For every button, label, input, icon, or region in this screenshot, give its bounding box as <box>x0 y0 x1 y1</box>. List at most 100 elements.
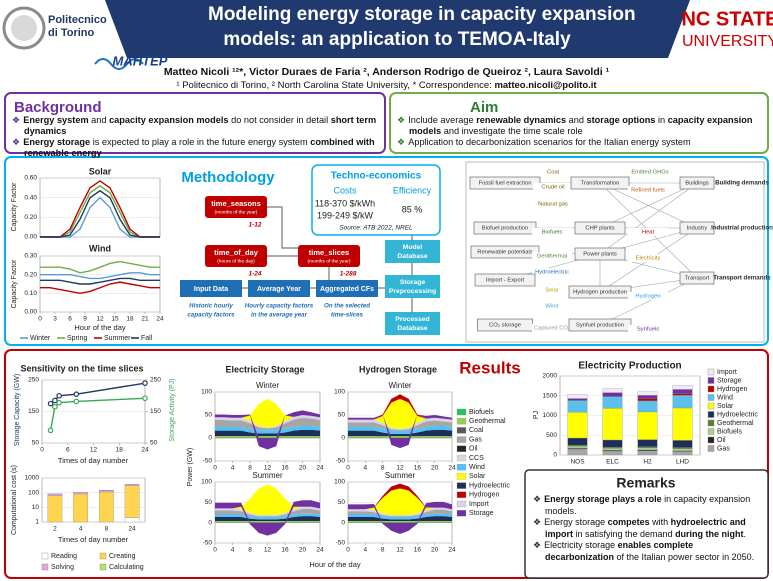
legend-label: Hydrogen <box>469 492 499 499</box>
diagram-label-bg <box>532 228 572 236</box>
x-tick-label: 20 <box>431 465 439 472</box>
bar-segment <box>637 395 658 399</box>
y-tick-label: 1000 <box>25 475 40 482</box>
text-run: renewable dynamics <box>476 115 567 125</box>
x-tick-label: 8 <box>105 526 109 533</box>
y-tick-label: 100 <box>201 389 212 396</box>
text-run: combined with renewable energy <box>24 137 375 158</box>
stacked-area <box>215 426 320 434</box>
x-tick-label: 8 <box>248 465 252 472</box>
time-box <box>205 196 267 218</box>
bar-segment <box>637 450 658 456</box>
y-tick-label: 0.00 <box>24 309 37 316</box>
x-tick-label: 12 <box>264 547 272 554</box>
stacked-area <box>215 513 320 520</box>
legend-swatch <box>456 418 467 425</box>
legend-label: Winter <box>30 335 51 342</box>
stacked-area <box>348 420 452 431</box>
x-tick-label: 24 <box>448 547 456 554</box>
x-tick-label: 20 <box>299 465 307 472</box>
diagram-node: CO₂ storage <box>489 323 521 329</box>
x-tick-label: 12 <box>396 547 404 554</box>
plot-area <box>39 177 161 238</box>
bar-segment <box>602 439 623 448</box>
legend-swatch <box>456 454 467 462</box>
y2-tick-label: 50 <box>150 440 158 447</box>
diagram-node: Refined fuels <box>631 188 665 194</box>
step-box <box>180 280 242 297</box>
time-box-label: time_of_day <box>214 248 259 257</box>
y-tick-label: 0.20 <box>24 214 37 221</box>
bar-segment <box>672 407 693 441</box>
y-axis-label: Capacity Factor <box>11 259 18 309</box>
stacked-area <box>215 484 320 515</box>
stacked-area <box>215 506 320 517</box>
y-tick-label: 1500 <box>543 392 558 399</box>
section-heading: Aim <box>470 99 498 116</box>
bar-segment <box>602 396 623 409</box>
step-label: Average Year <box>257 286 301 293</box>
y-tick-label: 0.00 <box>24 234 37 241</box>
logo-text: Politecnico <box>48 14 107 26</box>
bar-segment <box>602 392 623 397</box>
diagram-node: Geothermal <box>537 254 567 260</box>
diagram-node: Transport demands <box>713 275 771 282</box>
chart-title: Wind <box>89 243 111 253</box>
y-tick-label: 0 <box>341 435 345 442</box>
legend-label: Gas <box>469 436 482 443</box>
text-run: ¹ Politecnico di Torino, ² North Carolin… <box>176 80 495 91</box>
bar-segment <box>99 491 114 523</box>
time-box-label: time_slices <box>309 248 349 257</box>
y-tick-label: 500 <box>546 432 557 439</box>
series-line <box>40 277 160 285</box>
step-caption: Hourly capacity factors <box>245 303 314 310</box>
legend-label: Storage <box>717 377 742 384</box>
stacked-area <box>215 500 320 536</box>
step-caption: in the average year <box>251 312 308 319</box>
legend-swatch <box>456 408 467 416</box>
background-bullets: Energy system and capacity expansion mod… <box>12 115 380 159</box>
legend-swatch <box>456 427 467 434</box>
diagram-node: Import - Export <box>486 278 525 284</box>
legend-swatch <box>456 500 467 508</box>
y-tick-label: -50 <box>203 458 213 465</box>
panel-title: Summer <box>252 471 283 480</box>
x-tick-label: 24 <box>156 316 164 323</box>
legend-swatch <box>99 552 107 560</box>
diagram-label-bg <box>532 286 572 294</box>
bar-segment <box>602 450 623 456</box>
legend-swatch <box>707 419 715 427</box>
x-tick-label: 8 <box>381 465 385 472</box>
chart-title: Solar <box>89 166 112 176</box>
x-tick-label: LHD <box>676 459 689 466</box>
title-line: models: an application to TEMOA-Italy <box>223 29 571 50</box>
legend-label: CCS <box>469 455 484 462</box>
time-box-label: time_seasons <box>211 199 261 208</box>
y-tick-label: 250 <box>28 377 39 384</box>
x-tick-label: 16 <box>281 465 289 472</box>
title-line: Modeling energy storage in capacity expa… <box>208 4 636 25</box>
x-tick-label: 4 <box>231 547 235 554</box>
y-tick-label: 100 <box>28 489 39 496</box>
y-tick-label: 1 <box>35 519 39 526</box>
y-tick-label: 150 <box>28 408 39 415</box>
step-caption: Historic hourly <box>189 303 233 310</box>
text-run: capacity expansion models <box>109 115 229 125</box>
chart-title: Electricity Production <box>578 361 681 372</box>
point <box>56 392 62 399</box>
logo-text: UNIVERSITY <box>682 33 773 50</box>
legend-swatch <box>707 411 715 418</box>
y2-axis-label: Storage Activity (PJ) <box>169 378 176 441</box>
panel-title: Winter <box>256 381 279 390</box>
legend-swatch <box>456 445 467 452</box>
diagram-node: Transformation <box>581 181 620 187</box>
y-tick-label: 50 <box>32 440 40 447</box>
diagram-node: Emitted GHGs <box>631 170 668 176</box>
x-tick-label: 24 <box>448 465 456 472</box>
stacked-area <box>215 398 320 428</box>
stacked-area <box>348 436 452 438</box>
diagram-node: Biofuels <box>542 230 563 236</box>
techno-value: 85 % <box>402 204 423 214</box>
database-label: Database <box>397 253 427 260</box>
text-run: Energy storage plays a role <box>544 494 662 504</box>
